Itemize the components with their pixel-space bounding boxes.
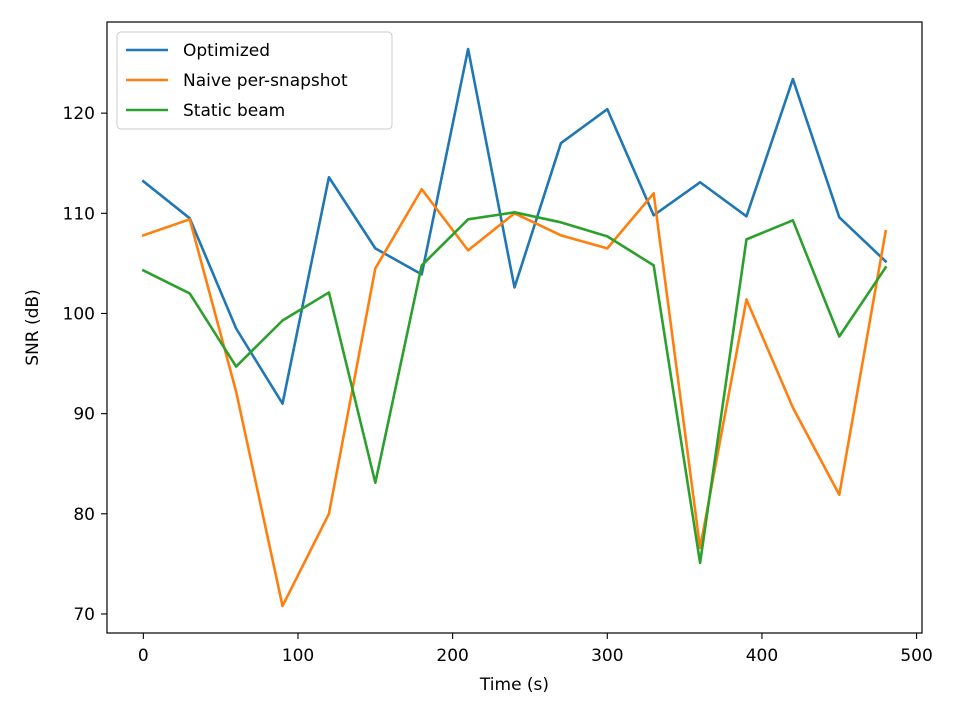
x-tick-label: 300 (591, 646, 623, 666)
y-axis-title: SNR (dB) (23, 289, 43, 365)
x-axis-title: Time (s) (479, 675, 549, 695)
y-tick-label: 120 (63, 104, 95, 124)
legend-label-2: Naive per-snapshot (183, 71, 348, 91)
y-axis-ticks: 70 80 90 100 110 120 (63, 104, 107, 625)
legend-box (116, 31, 393, 130)
x-tick-label: 400 (746, 646, 778, 666)
x-axis-ticks: 0 100 200 300 400 500 (138, 633, 933, 666)
y-tick-label: 90 (73, 405, 95, 425)
y-tick-label: 100 (63, 304, 95, 324)
legend-label-3: Static beam (183, 101, 285, 121)
x-tick-label: 100 (282, 646, 314, 666)
y-tick-label: 110 (63, 204, 95, 224)
x-tick-label: 500 (900, 646, 932, 666)
series-line-1 (141, 47, 888, 405)
series-line-3 (141, 211, 888, 565)
y-tick-label: 80 (73, 505, 95, 525)
y-tick-label: 70 (73, 605, 95, 625)
legend-label-1: Optimized (183, 41, 270, 61)
plot-lines (141, 47, 888, 608)
x-tick-label: 200 (436, 646, 468, 666)
plot-frame (106, 21, 923, 634)
x-tick-label: 0 (138, 646, 149, 666)
legend: Optimized Naive per-snapshot Static beam (116, 31, 393, 130)
